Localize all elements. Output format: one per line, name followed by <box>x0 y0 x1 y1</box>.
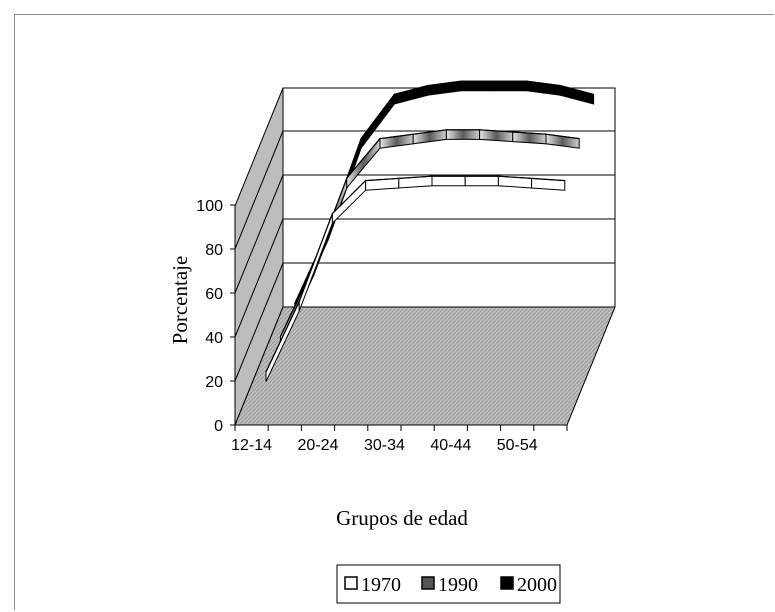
back-wall <box>282 87 616 308</box>
x-tick-label: 30-34 <box>364 437 405 454</box>
gridline-side <box>234 262 284 382</box>
series-segment <box>464 175 499 187</box>
series-segment <box>460 80 495 92</box>
x-tick-label: 12-14 <box>231 437 272 454</box>
chart-axes <box>230 204 568 431</box>
x-axis-title: Grupos de edad <box>336 506 468 530</box>
legend-swatch-2000 <box>500 576 514 590</box>
legend-label-2000: 2000 <box>517 574 557 596</box>
legend-label-1970: 1970 <box>361 574 401 596</box>
x-tick-labels: 12-14 20-24 30-34 40-44 50-54 <box>231 437 538 454</box>
gridline-side <box>234 130 284 250</box>
y-tick-label: 40 <box>205 330 223 347</box>
y-tick-label: 20 <box>205 374 223 391</box>
legend-swatch-1970 <box>344 576 358 590</box>
series-segment <box>445 129 481 140</box>
chart-walls <box>234 87 616 426</box>
x-tick-label: 20-24 <box>298 437 339 454</box>
y-tick-label: 60 <box>205 286 223 303</box>
y-tick-label: 80 <box>205 242 223 259</box>
chart-frame <box>14 14 774 610</box>
legend: 1970 1990 2000 <box>336 564 561 604</box>
y-tick-labels: 0 20 40 60 80 100 <box>196 198 223 435</box>
series-group <box>265 80 595 382</box>
x-tick-label: 50-54 <box>497 437 538 454</box>
series-segment <box>431 175 466 187</box>
series-line <box>265 175 565 373</box>
gridline-side <box>234 174 284 294</box>
x-tick-label: 40-44 <box>430 437 471 454</box>
legend-box <box>336 564 561 604</box>
legend-swatch-1990 <box>421 576 435 590</box>
series-segment <box>493 80 528 92</box>
y-tick-label: 0 <box>214 418 223 435</box>
series-1970 <box>265 175 566 382</box>
legend-label-1990: 1990 <box>438 574 478 596</box>
y-tick-label: 100 <box>196 198 223 215</box>
y-axis-title: Porcentaje <box>168 256 192 345</box>
gridline-side <box>234 218 284 338</box>
